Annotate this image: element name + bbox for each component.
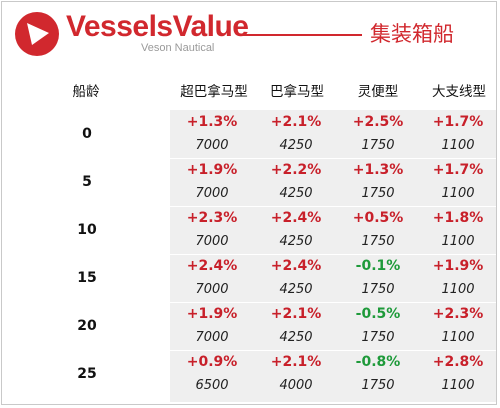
header-divider: [242, 34, 362, 36]
age-label: 15: [77, 270, 97, 286]
change-percent: +2.1%: [270, 354, 322, 370]
column-header: 巴拿马型: [270, 84, 324, 100]
teu-value: 4250: [279, 234, 313, 249]
teu-value: 1750: [361, 282, 395, 297]
change-percent: +1.8%: [432, 210, 484, 226]
teu-value: 4250: [279, 282, 313, 297]
change-percent: +2.1%: [270, 306, 322, 322]
age-label: 10: [77, 222, 97, 238]
change-percent: +2.4%: [270, 258, 322, 274]
row-divider: [170, 350, 496, 351]
teu-value: 1750: [361, 330, 395, 345]
row-divider: [170, 254, 496, 255]
change-percent: +1.9%: [186, 162, 238, 178]
teu-value: 1750: [361, 234, 395, 249]
teu-value: 1750: [361, 138, 395, 153]
teu-value: 7000: [195, 330, 229, 345]
teu-value: 1750: [361, 186, 395, 201]
change-percent: +2.3%: [432, 306, 484, 322]
change-percent: +0.5%: [352, 210, 404, 226]
column-header: 灵便型: [357, 84, 399, 100]
row-divider: [170, 302, 496, 303]
change-percent: +0.9%: [186, 354, 238, 370]
age-label: 25: [77, 366, 97, 382]
change-percent: -0.5%: [355, 306, 401, 322]
teu-value: 4250: [279, 186, 313, 201]
section-title: 集装箱船: [370, 22, 454, 46]
age-label: 20: [77, 318, 97, 334]
change-percent: +2.2%: [270, 162, 322, 178]
teu-value: 4250: [279, 138, 313, 153]
change-percent: +2.3%: [186, 210, 238, 226]
teu-value: 1100: [441, 138, 475, 153]
change-percent: +1.9%: [186, 306, 238, 322]
age-label: 0: [82, 126, 92, 142]
teu-value: 7000: [195, 186, 229, 201]
teu-value: 7000: [195, 234, 229, 249]
teu-value: 1100: [441, 378, 475, 393]
teu-value: 4000: [279, 378, 313, 393]
change-percent: +1.3%: [186, 114, 238, 130]
teu-value: 4250: [279, 330, 313, 345]
teu-value: 1100: [441, 186, 475, 201]
age-label: 5: [82, 174, 92, 190]
change-percent: +2.8%: [432, 354, 484, 370]
brand-name: VesselsValue: [66, 10, 249, 43]
change-percent: +2.4%: [270, 210, 322, 226]
vesselsvalue-logo-icon: [15, 12, 59, 56]
row-divider: [170, 206, 496, 207]
row-header-age: 船龄: [72, 84, 100, 100]
teu-value: 1100: [441, 282, 475, 297]
change-percent: +1.3%: [352, 162, 404, 178]
change-percent: -0.1%: [355, 258, 401, 274]
change-percent: +1.9%: [432, 258, 484, 274]
column-header: 大支线型: [432, 84, 486, 100]
row-divider: [170, 158, 496, 159]
change-percent: +1.7%: [432, 162, 484, 178]
change-percent: -0.8%: [355, 354, 401, 370]
column-header: 超巴拿马型: [180, 84, 248, 100]
teu-value: 1750: [361, 378, 395, 393]
change-percent: +1.7%: [432, 114, 484, 130]
teu-value: 6500: [195, 378, 229, 393]
teu-value: 1100: [441, 234, 475, 249]
teu-value: 7000: [195, 138, 229, 153]
change-percent: +2.4%: [186, 258, 238, 274]
change-percent: +2.1%: [270, 114, 322, 130]
change-percent: +2.5%: [352, 114, 404, 130]
teu-value: 1100: [441, 330, 475, 345]
teu-value: 7000: [195, 282, 229, 297]
brand-subtitle: Veson Nautical: [141, 42, 215, 54]
